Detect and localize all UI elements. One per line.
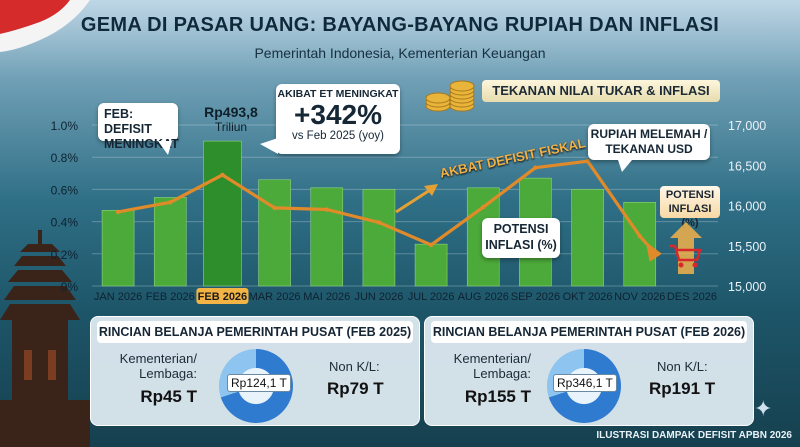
x-axis-tick-label: OKT 2026 — [563, 291, 613, 303]
line-point — [324, 207, 329, 212]
callout-rupiah-text: RUPIAH MELEMAH / TEKANAN USD — [590, 127, 708, 156]
line-point — [428, 242, 434, 248]
bar-value-unit: Triliun — [214, 120, 248, 134]
left-axis-tick-label: 0.4% — [51, 216, 79, 230]
bar — [362, 189, 396, 287]
panel-title: RINCIAN BELANJA PEMERINTAH PUSAT (FEB 20… — [97, 321, 413, 343]
bar — [258, 179, 291, 287]
x-axis-tick-label: FEB 2026 — [146, 291, 195, 303]
footer-caption: ILUSTRASI DAMPAK DEFISIT APBN 2026 — [596, 430, 792, 441]
line-point — [272, 205, 277, 211]
right-axis-tick-label: 15,500 — [728, 240, 766, 254]
x-axis-tick-label: SEP 2026 — [511, 291, 560, 303]
panel-left-label: Kementerian/ Lembaga: — [119, 351, 197, 381]
line-point — [115, 209, 121, 215]
deficit-arrowhead — [424, 184, 438, 196]
right-axis-tick-label: 16,000 — [728, 200, 766, 214]
et-sub: vs Feb 2025 (yoy) — [291, 130, 385, 142]
page-subtitle: Pemerintah Indonesia, Kementerian Keuang… — [254, 45, 546, 61]
highlight-label-bg — [196, 288, 249, 304]
x-axis-tick-label: FEB 2026 — [198, 291, 248, 303]
callout-potensi-right-text: POTENSI INFLASI (%) — [665, 189, 715, 229]
x-axis-tick-label: MAI 2026 — [303, 291, 350, 303]
x-axis-tick-label: JUN 2026 — [354, 291, 403, 303]
bar — [153, 197, 187, 287]
panel-spending-2025: RINCIAN BELANJA PEMERINTAH PUSAT (FEB 20… — [90, 316, 420, 426]
callout-et-increase: AKIBAT ET MENINGKAT +342% vs Feb 2025 (y… — [260, 84, 400, 154]
callout-rupiah: RUPIAH MELEMAH / TEKANAN USD — [588, 124, 710, 172]
bar — [101, 210, 135, 287]
bar-value-amount: Rp493,8 — [204, 104, 258, 120]
x-axis-tick-label: DES 2026 — [667, 291, 717, 303]
et-value: +342% — [294, 99, 382, 130]
x-axis-tick-label: JAN 2026 — [94, 291, 142, 303]
panel-left-value: Rp45 T — [140, 387, 197, 406]
bar — [203, 140, 242, 287]
line-point — [376, 220, 382, 225]
callout-potensi-right: POTENSI INFLASI (%) — [660, 186, 720, 229]
panel-title: RINCIAN BELANJA PEMERINTAH PUSAT (FEB 20… — [431, 321, 747, 343]
panel-left-label: Kementerian/ Lembaga: — [453, 351, 531, 381]
x-axis-tick-label: MAR 2026 — [249, 291, 301, 303]
panel-spending-2026: RINCIAN BELANJA PEMERINTAH PUSAT (FEB 20… — [424, 316, 754, 426]
left-axis-tick-label: 0% — [61, 280, 79, 294]
right-axis-tick-label: 16,500 — [728, 159, 766, 173]
callout-potensi-mid: POTENSI INFLASI (%) — [482, 218, 560, 258]
bar — [623, 201, 657, 287]
combo-chart: 0% 0.2% 0.4% 0.6% 0.8% 1.0% 15,000 15,500 16,000… — [51, 119, 766, 304]
line-point — [220, 172, 225, 178]
left-axis-tick-label: 0.6% — [51, 183, 79, 197]
x-axis-tick-label: NOV 2026 — [614, 291, 665, 303]
sparkle-icon: ✦ — [754, 396, 773, 421]
line-arrow-tail — [638, 235, 655, 253]
x-axis-tick-label: AUG 2026 — [458, 291, 509, 303]
line-point — [533, 165, 538, 170]
left-axis-tick-label: 1.0% — [51, 119, 79, 133]
panel-right-value: Rp191 T — [649, 379, 716, 398]
x-axis-tick-label: JUL 2026 — [408, 291, 455, 303]
deficit-arrow — [395, 188, 431, 214]
donut-center-value: Rp346,1 T — [553, 374, 617, 392]
et-heading: AKIBAT ET MENINGKAT — [277, 88, 399, 100]
line-point — [481, 204, 486, 210]
panel-right-value: Rp79 T — [327, 379, 384, 398]
bar — [571, 189, 604, 287]
panel-right-label: Non K/L: — [657, 359, 708, 374]
line-point — [168, 200, 173, 205]
panel-right-label: Non K/L: — [329, 359, 380, 374]
bar-value-callout: Rp493,8 Triliun — [196, 104, 266, 134]
line-point — [585, 159, 590, 164]
page-title: GEMA DI PASAR UANG: BAYANG-BAYANG RUPIAH… — [80, 14, 720, 36]
callout-feb-deficit: FEB: DEFISIT MENINGKAT — [98, 103, 179, 155]
panel-left-value: Rp155 T — [464, 387, 531, 406]
left-axis-tick-label: 0.2% — [51, 248, 79, 262]
donut-center-value: Rp124,1 T — [227, 374, 291, 392]
callout-potensi-mid-text: POTENSI INFLASI (%) — [485, 222, 557, 252]
right-axis-tick-label: 15,000 — [728, 280, 766, 294]
temple-illustration — [0, 230, 90, 447]
bar — [414, 243, 448, 287]
bar — [310, 187, 344, 287]
right-axis-tick-label: 17,000 — [728, 119, 766, 133]
cart-icon — [666, 222, 706, 283]
legend-label: TEKANAN NILAI TUKAR & INFLASI — [482, 80, 720, 102]
indonesia-flag — [0, 0, 90, 60]
coins-icon — [424, 78, 482, 114]
left-axis-tick-label: 0.8% — [51, 151, 79, 165]
